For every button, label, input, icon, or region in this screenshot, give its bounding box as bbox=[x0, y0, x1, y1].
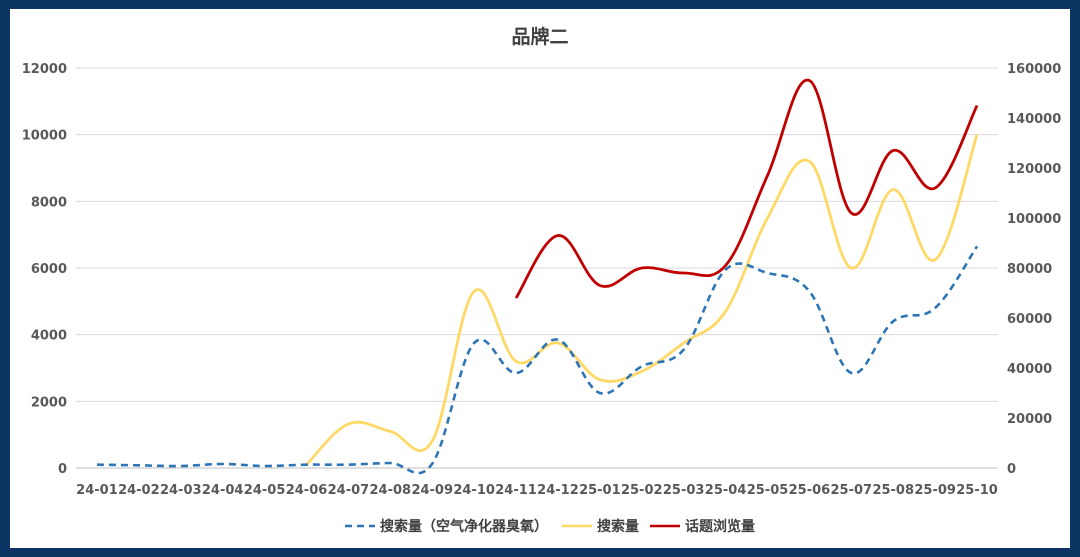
left-tick-label: 10000 bbox=[22, 129, 67, 144]
legend-label: 搜索量 bbox=[597, 518, 639, 535]
left-tick-label: 6000 bbox=[31, 262, 67, 277]
right-tick-label: 40000 bbox=[1007, 362, 1052, 377]
x-tick-label: 24-12 bbox=[537, 483, 579, 498]
legend-label: 搜索量（空气净化器臭氧） bbox=[380, 518, 548, 535]
x-tick-label: 25-01 bbox=[579, 483, 621, 498]
x-tick-label: 25-02 bbox=[621, 483, 663, 498]
right-tick-label: 160000 bbox=[1007, 62, 1061, 77]
legend-label: 话题浏览量 bbox=[685, 518, 755, 535]
line-chart: 品牌二 0 2000 4000 6000 8000 10000 12000 0 20000 40… bbox=[22, 25, 1062, 535]
x-tick-label: 24-11 bbox=[495, 483, 537, 498]
series-line-2 bbox=[514, 78, 979, 299]
x-tick-label: 25-03 bbox=[663, 483, 705, 498]
gridlines bbox=[76, 67, 998, 469]
legend: 搜索量（空气净化器臭氧） 搜索量 话题浏览量 bbox=[345, 518, 755, 535]
series-line-1 bbox=[305, 134, 979, 466]
left-tick-label: 4000 bbox=[31, 329, 67, 344]
x-axis-ticks: 24-01 24-02 24-03 24-04 24-05 24-06 24-07 24-08… bbox=[76, 483, 998, 498]
left-tick-label: 0 bbox=[58, 462, 67, 477]
right-tick-label: 100000 bbox=[1007, 212, 1061, 227]
x-tick-label: 25-09 bbox=[914, 483, 956, 498]
left-tick-label: 8000 bbox=[31, 195, 67, 210]
x-tick-label: 24-01 bbox=[76, 483, 118, 498]
chart-frame: 品牌二 0 2000 4000 6000 8000 10000 12000 0 20000 40… bbox=[10, 9, 1070, 548]
x-tick-label: 24-04 bbox=[202, 483, 244, 498]
x-tick-label: 25-06 bbox=[789, 483, 831, 498]
left-tick-label: 12000 bbox=[22, 62, 67, 77]
x-tick-label: 24-10 bbox=[453, 483, 495, 498]
right-tick-label: 0 bbox=[1007, 462, 1016, 477]
x-tick-label: 24-03 bbox=[160, 483, 202, 498]
x-tick-label: 24-02 bbox=[118, 483, 160, 498]
x-tick-label: 25-10 bbox=[956, 483, 998, 498]
x-tick-label: 24-06 bbox=[286, 483, 328, 498]
x-tick-label: 24-08 bbox=[370, 483, 412, 498]
right-tick-label: 140000 bbox=[1007, 112, 1061, 127]
right-tick-label: 60000 bbox=[1007, 312, 1052, 327]
right-tick-label: 80000 bbox=[1007, 262, 1052, 277]
x-tick-label: 25-08 bbox=[872, 483, 914, 498]
chart-title: 品牌二 bbox=[511, 25, 568, 48]
series-line-0 bbox=[96, 245, 979, 475]
x-tick-label: 25-04 bbox=[705, 483, 747, 498]
series-lines bbox=[96, 78, 979, 475]
x-tick-label: 24-05 bbox=[244, 483, 286, 498]
left-axis-ticks: 0 2000 4000 6000 8000 10000 12000 bbox=[22, 62, 67, 477]
x-tick-label: 24-07 bbox=[328, 483, 370, 498]
right-tick-label: 120000 bbox=[1007, 162, 1061, 177]
right-axis-ticks: 0 20000 40000 60000 80000 100000 120000 140000 1… bbox=[1007, 62, 1061, 477]
x-tick-label: 24-09 bbox=[411, 483, 453, 498]
x-tick-label: 25-05 bbox=[747, 483, 789, 498]
left-tick-label: 2000 bbox=[31, 395, 67, 410]
x-tick-label: 25-07 bbox=[831, 483, 873, 498]
right-tick-label: 20000 bbox=[1007, 412, 1052, 427]
